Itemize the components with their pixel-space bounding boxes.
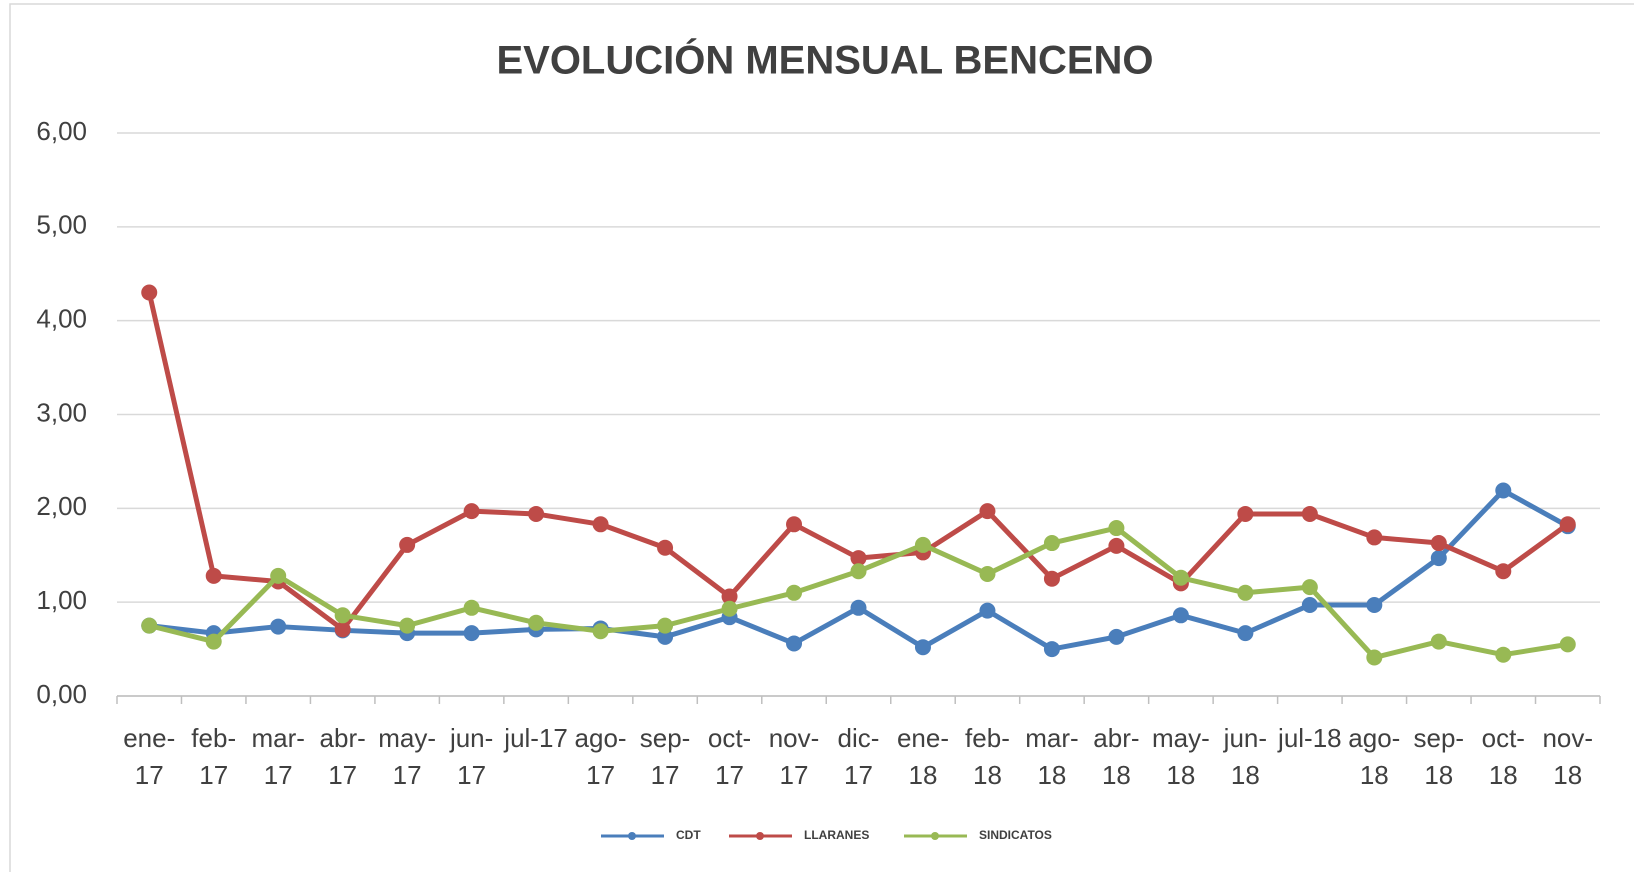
- data-point: [528, 614, 545, 631]
- data-point: [1043, 535, 1060, 552]
- data-point: [205, 633, 222, 650]
- x-tick-label: may-17: [378, 723, 437, 790]
- data-point: [1237, 625, 1254, 642]
- x-tick-label: sep-18: [1413, 723, 1465, 790]
- data-point: [721, 588, 738, 605]
- data-point: [786, 635, 803, 652]
- data-point: [1237, 505, 1254, 522]
- x-tick-label: ene-17: [123, 723, 176, 790]
- data-point: [979, 503, 996, 520]
- x-tick-label: jun-18: [1223, 723, 1268, 790]
- data-point: [1559, 516, 1576, 533]
- x-tick-label: feb-18: [965, 723, 1010, 790]
- data-point: [914, 536, 931, 553]
- data-point: [850, 550, 867, 567]
- data-point: [141, 617, 158, 634]
- data-point: [657, 617, 674, 634]
- legend-marker: [756, 832, 764, 840]
- data-point: [1108, 537, 1125, 554]
- x-tick-label: nov-18: [1542, 723, 1594, 790]
- data-point: [1172, 569, 1189, 586]
- y-tick-label: 0,00: [36, 679, 87, 709]
- data-point: [399, 536, 416, 553]
- x-tick-label: jul-17: [504, 723, 568, 753]
- data-point: [914, 639, 931, 656]
- data-point: [1366, 529, 1383, 546]
- data-point: [592, 516, 609, 533]
- x-tick-label: feb-17: [191, 723, 237, 790]
- data-point: [205, 567, 222, 584]
- data-point: [1301, 596, 1318, 613]
- data-point: [1237, 584, 1254, 601]
- x-tick-label: jun-17: [449, 723, 494, 790]
- data-point: [1559, 636, 1576, 653]
- y-tick-label: 1,00: [36, 585, 87, 615]
- legend-marker: [628, 832, 636, 840]
- data-point: [657, 539, 674, 556]
- x-tick-label: ago-18: [1348, 723, 1401, 790]
- legend-marker: [931, 832, 939, 840]
- data-point: [979, 566, 996, 583]
- x-tick-label: oct-18: [1481, 723, 1525, 790]
- chart-title: EVOLUCIÓN MENSUAL BENCENO: [496, 37, 1153, 83]
- x-tick-label: abr-18: [1093, 723, 1140, 790]
- x-tick-label: oct-17: [707, 723, 752, 790]
- y-tick-label: 5,00: [36, 210, 87, 240]
- data-point: [1301, 505, 1318, 522]
- x-tick-label: abr-17: [319, 723, 366, 790]
- data-point: [334, 607, 351, 624]
- data-point: [141, 284, 158, 301]
- data-point: [528, 505, 545, 522]
- data-point: [1430, 550, 1447, 567]
- y-tick-label: 6,00: [36, 116, 87, 146]
- legend-label: SINDICATOS: [979, 828, 1052, 842]
- data-point: [592, 623, 609, 640]
- data-point: [1043, 641, 1060, 658]
- data-point: [850, 563, 867, 580]
- y-tick-label: 2,00: [36, 491, 87, 521]
- x-tick-label: nov-17: [768, 723, 820, 790]
- x-tick-label: may-18: [1152, 723, 1210, 790]
- data-point: [786, 516, 803, 533]
- data-point: [1430, 535, 1447, 552]
- data-point: [1495, 646, 1512, 663]
- data-point: [1366, 596, 1383, 613]
- data-point: [463, 625, 480, 642]
- chart-border: [9, 3, 1634, 872]
- data-point: [1108, 628, 1125, 645]
- data-point: [1043, 570, 1060, 587]
- x-tick-label: sep-17: [639, 723, 691, 790]
- y-tick-label: 4,00: [36, 304, 87, 334]
- legend-label: LLARANES: [804, 828, 869, 842]
- data-point: [1108, 520, 1125, 537]
- data-point: [270, 618, 287, 635]
- data-point: [334, 621, 351, 638]
- x-tick-label: ene-18: [896, 723, 949, 790]
- data-point: [1172, 607, 1189, 624]
- x-tick-label: dic-17: [837, 723, 880, 790]
- data-point: [657, 628, 674, 645]
- data-point: [463, 599, 480, 616]
- y-tick-label: 3,00: [36, 397, 87, 427]
- data-point: [979, 602, 996, 619]
- data-point: [1366, 649, 1383, 666]
- data-point: [1495, 563, 1512, 580]
- x-tick-label: mar-18: [1025, 723, 1079, 790]
- data-point: [850, 599, 867, 616]
- data-point: [721, 600, 738, 617]
- x-tick-label: ago-17: [574, 723, 627, 790]
- data-point: [270, 567, 287, 584]
- data-point: [463, 503, 480, 520]
- x-tick-label: jul-18: [1278, 723, 1342, 753]
- legend-label: CDT: [676, 828, 701, 842]
- data-point: [786, 584, 803, 601]
- x-tick-label: mar-17: [251, 723, 305, 790]
- data-point: [1495, 482, 1512, 499]
- data-point: [1301, 579, 1318, 596]
- data-point: [1430, 633, 1447, 650]
- data-point: [399, 617, 416, 634]
